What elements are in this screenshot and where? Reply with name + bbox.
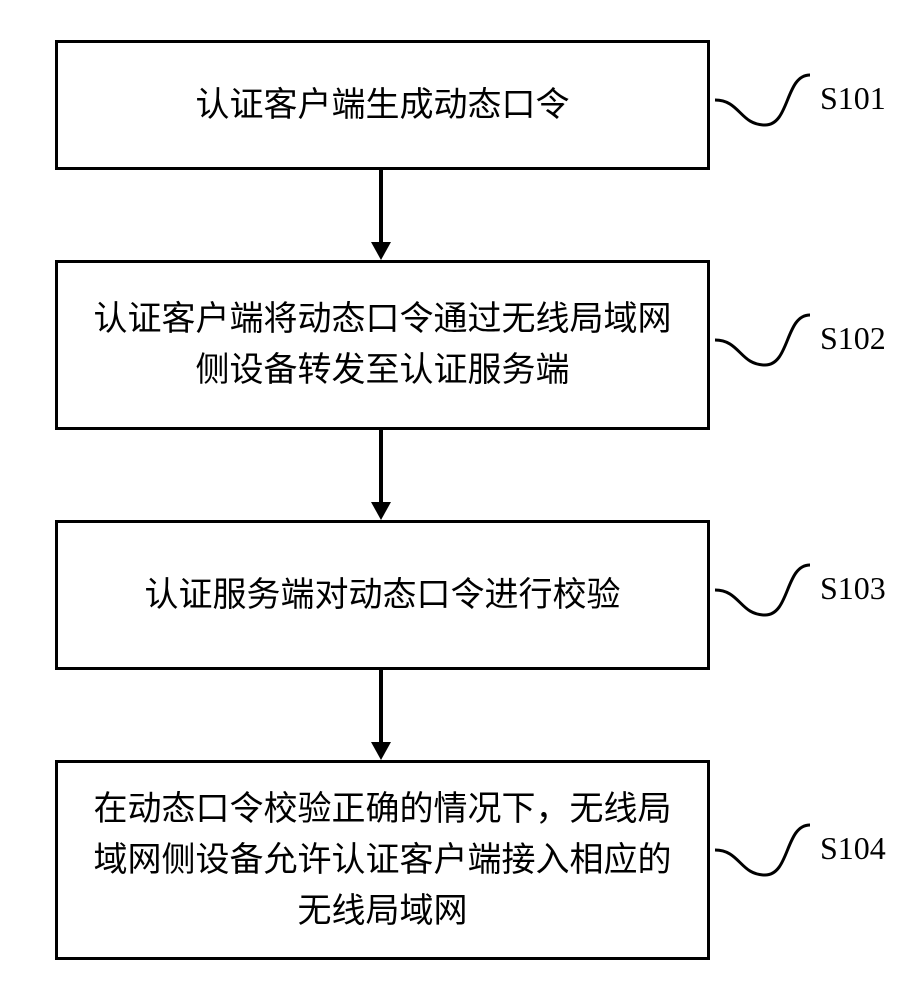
step-text-1: 认证客户端生成动态口令	[196, 80, 570, 131]
step-text-3: 认证服务端对动态口令进行校验	[145, 570, 621, 621]
step-label-4: S104	[820, 830, 886, 867]
step-box-3: 认证服务端对动态口令进行校验	[55, 520, 710, 670]
step-text-2: 认证客户端将动态口令通过无线局域网侧设备转发至认证服务端	[78, 294, 687, 396]
step-text-4: 在动态口令校验正确的情况下，无线局域网侧设备允许认证客户端接入相应的无线局域网	[78, 784, 687, 937]
flowchart-canvas: 认证客户端生成动态口令 认证客户端将动态口令通过无线局域网侧设备转发至认证服务端…	[0, 0, 923, 1000]
arrow-1-head	[371, 242, 391, 260]
arrow-3-head	[371, 742, 391, 760]
step-label-3: S103	[820, 570, 886, 607]
bracket-4	[715, 820, 810, 880]
bracket-2	[715, 310, 810, 370]
arrow-3-line	[379, 670, 383, 742]
step-label-2: S102	[820, 320, 886, 357]
bracket-1	[715, 70, 810, 130]
bracket-3	[715, 560, 810, 620]
step-box-4: 在动态口令校验正确的情况下，无线局域网侧设备允许认证客户端接入相应的无线局域网	[55, 760, 710, 960]
arrow-1-line	[379, 170, 383, 242]
arrow-2-head	[371, 502, 391, 520]
step-box-1: 认证客户端生成动态口令	[55, 40, 710, 170]
arrow-2-line	[379, 430, 383, 502]
step-label-1: S101	[820, 80, 886, 117]
step-box-2: 认证客户端将动态口令通过无线局域网侧设备转发至认证服务端	[55, 260, 710, 430]
